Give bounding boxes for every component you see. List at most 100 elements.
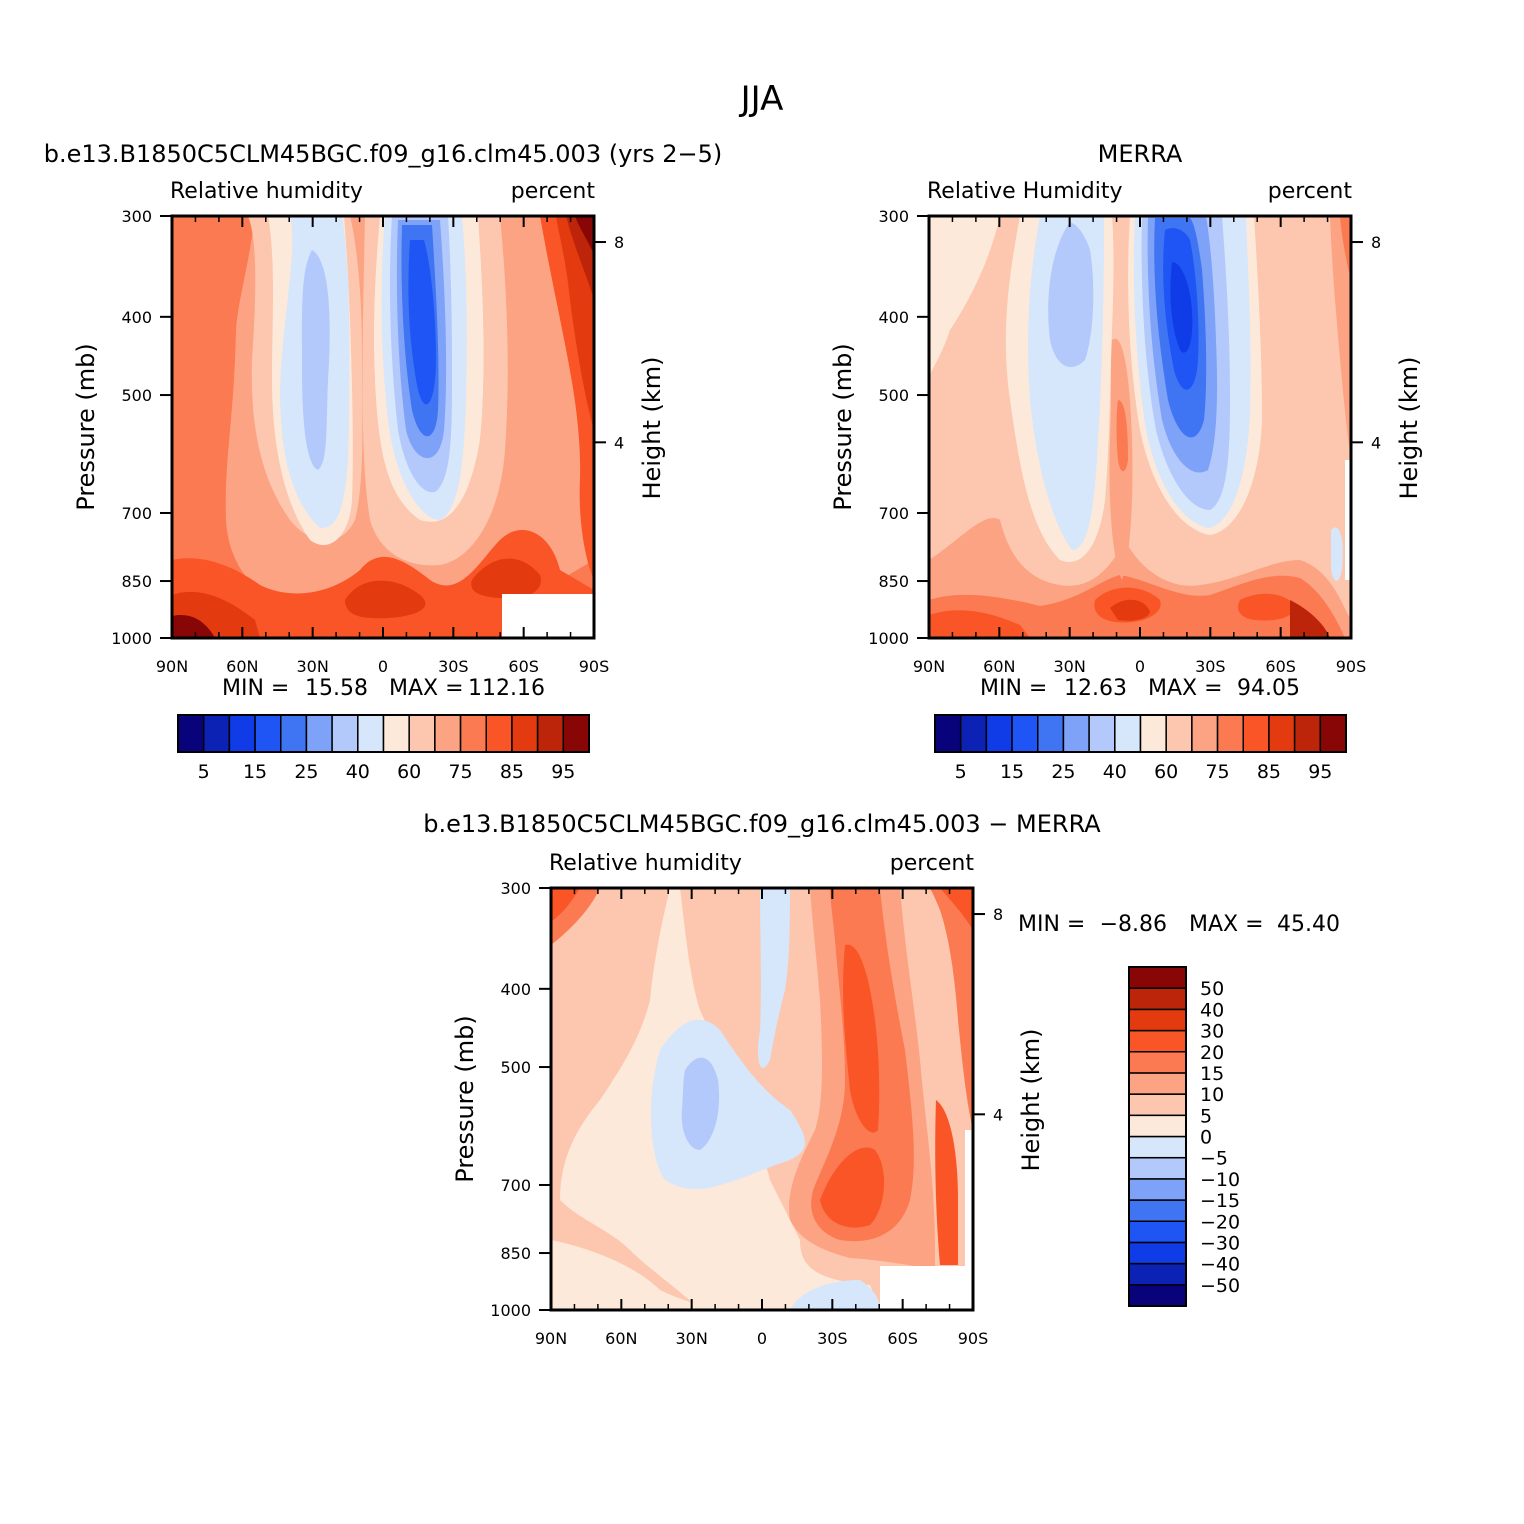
colorbar-swatch: [1128, 1093, 1187, 1117]
colorbar-swatch: [1128, 1114, 1187, 1138]
contour-band: [1290, 600, 1330, 638]
colorbar-label: 40: [1103, 761, 1127, 783]
colorbar-label: 5: [955, 761, 967, 783]
panel-obs-minmax: MIN = 12.63 MAX = 94.05: [980, 676, 1300, 701]
max-label: MAX =: [389, 676, 464, 701]
colorbar-swatch: [1128, 1220, 1187, 1244]
y-tick-label: 500: [500, 1058, 531, 1077]
min-label: MIN =: [222, 676, 289, 701]
contour-band: [843, 944, 880, 1133]
height-axis-label: Height (km): [1395, 357, 1423, 500]
colorbar-swatch: [202, 714, 231, 753]
y-tick-label: 1000: [868, 629, 909, 648]
max-value: 45.40: [1277, 912, 1340, 937]
y-axis-label: Pressure (mb): [829, 343, 857, 510]
y-tick-label: 700: [121, 504, 152, 523]
panel-obs-left-string: Relative Humidity: [927, 179, 1122, 204]
y-tick-label: 850: [121, 572, 152, 591]
contour-band: [172, 614, 215, 638]
colorbar-swatch: [331, 714, 359, 753]
y-tick-label: 500: [878, 386, 909, 405]
y-axis-label: Pressure (mb): [72, 343, 100, 510]
panel-model-contours: [172, 216, 594, 638]
colorbar-swatch: [985, 714, 1013, 753]
colorbar-swatch: [228, 714, 256, 753]
contour-band: [935, 1100, 958, 1265]
figure-title: JJA: [739, 79, 784, 119]
colorbar-swatch: [1011, 714, 1039, 753]
missing-data-region: [965, 1130, 973, 1266]
y-tick-label: 850: [500, 1244, 531, 1263]
colorbar-label: 85: [1257, 761, 1281, 783]
y-tick-label: 850: [878, 572, 909, 591]
colorbar-label: 0: [1200, 1127, 1212, 1149]
contour-band: [301, 250, 330, 470]
y-tick-label: 300: [500, 879, 531, 898]
colorbar-swatch: [1114, 714, 1142, 753]
panel-diff-right-string: percent: [890, 851, 975, 876]
x-tick-label: 60S: [1265, 657, 1296, 676]
x-tick-label: 0: [757, 1329, 767, 1348]
colorbar-swatch: [1319, 714, 1347, 753]
y-tick-label: 400: [121, 308, 152, 327]
colorbar-swatch: [434, 714, 462, 753]
height-tick-label: 8: [614, 233, 624, 252]
colorbar-swatch: [280, 714, 308, 753]
colorbar-label: 25: [1051, 761, 1075, 783]
missing-data-region: [880, 1266, 973, 1310]
colorbar-frame: [934, 714, 1347, 753]
colorbar-label: −40: [1200, 1254, 1240, 1276]
y-tick-label: 400: [878, 308, 909, 327]
contour-band: [1238, 593, 1295, 621]
colorbar-swatch: [459, 714, 487, 753]
panel-diff: b.e13.B1850C5CLM45BGC.f09_g16.clm45.003 …: [423, 810, 1340, 1348]
colorbar-swatch: [1139, 714, 1167, 753]
panel-obs-title: MERRA: [1098, 140, 1183, 168]
colorbar-label: −10: [1200, 1169, 1240, 1191]
contour-band: [1330, 527, 1343, 581]
y-tick-label: 1000: [490, 1301, 531, 1320]
colorbar-label: 40: [346, 761, 370, 783]
min-label: MIN =: [1018, 912, 1085, 937]
y-axis-label: Pressure (mb): [451, 1015, 479, 1182]
colorbar-swatch: [562, 714, 590, 753]
x-tick-label: 60S: [887, 1329, 918, 1348]
height-tick-label: 4: [1371, 433, 1381, 452]
colorbar-swatch: [1128, 1051, 1187, 1074]
contour-band: [1110, 599, 1150, 621]
x-tick-label: 0: [1135, 657, 1145, 676]
y-tick-label: 700: [878, 504, 909, 523]
colorbar-swatch: [1128, 1135, 1187, 1159]
colorbar-swatch: [1128, 1284, 1187, 1307]
contour-band: [758, 888, 790, 1069]
colorbar-swatch: [254, 714, 282, 753]
max-value: 94.05: [1237, 676, 1300, 701]
contour-band: [551, 1240, 720, 1310]
contour-band: [408, 240, 436, 405]
height-tick-label: 8: [1371, 233, 1381, 252]
colorbar-label: 95: [551, 761, 575, 783]
colorbar-swatch: [1128, 966, 1187, 989]
height-tick-label: 8: [993, 905, 1003, 924]
colorbar-swatch: [1128, 1199, 1187, 1222]
colorbar-label: 60: [1154, 761, 1178, 783]
colorbar-label: 60: [397, 761, 421, 783]
contour-band: [790, 1280, 880, 1310]
colorbar-swatch: [1062, 714, 1090, 753]
colorbar-swatch: [1128, 1178, 1187, 1201]
x-tick-label: 90N: [535, 1329, 567, 1348]
height-tick-label: 4: [614, 433, 624, 452]
contour-band: [575, 216, 594, 255]
contour-band: [471, 558, 541, 599]
contour-band: [1170, 262, 1193, 353]
colorbar-label: −50: [1200, 1275, 1240, 1297]
colorbar-label: 85: [500, 761, 524, 783]
colorbar-label: 30: [1200, 1021, 1224, 1043]
panel-diff-left-string: Relative humidity: [549, 851, 742, 876]
colorbar-obs: 5 15 25 40 60 75 85 95: [934, 714, 1347, 783]
panel-model: b.e13.B1850C5CLM45BGC.f09_g16.clm45.003 …: [44, 140, 723, 676]
contour-band: [930, 888, 973, 1130]
colorbar-swatch: [305, 714, 333, 753]
colorbar-label: −30: [1200, 1232, 1240, 1254]
